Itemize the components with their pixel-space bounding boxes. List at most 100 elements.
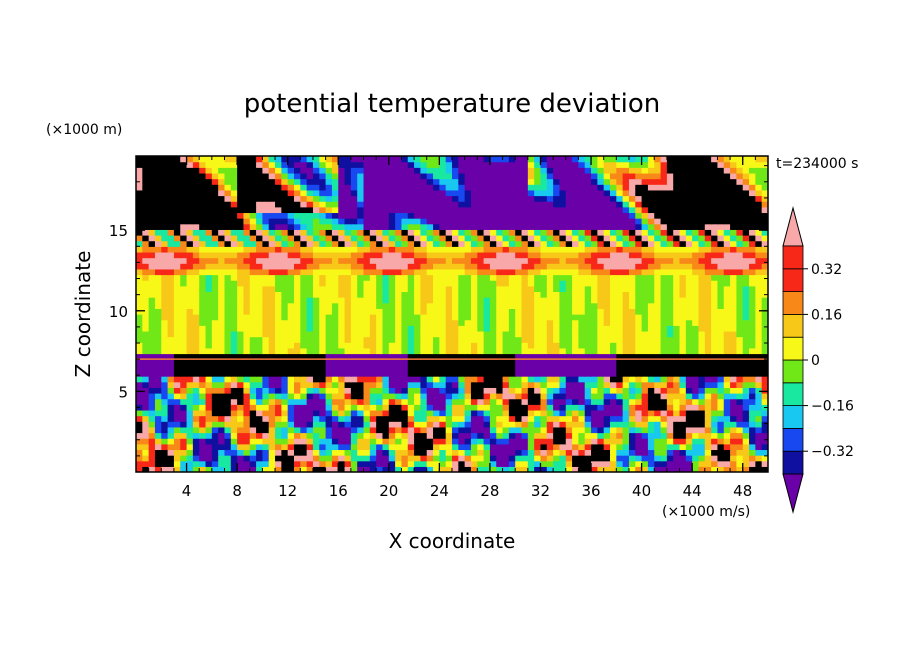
field-cell <box>312 336 320 343</box>
field-cell <box>294 251 301 259</box>
field-cell <box>685 246 693 253</box>
field-cell <box>306 449 314 456</box>
field-cell <box>180 432 188 439</box>
field-cell <box>205 460 213 467</box>
field-cell <box>249 460 257 467</box>
field-cell <box>136 302 143 309</box>
field-cell <box>154 240 162 247</box>
field-cell <box>338 449 346 456</box>
field-cell <box>660 409 668 417</box>
field-cell <box>180 449 188 456</box>
field-cell <box>148 398 156 405</box>
field-cell <box>344 404 352 411</box>
field-cell <box>515 206 523 214</box>
field-cell <box>452 455 459 462</box>
field-cell <box>287 347 295 355</box>
field-cell <box>237 212 245 219</box>
field-cell <box>281 223 289 230</box>
field-cell <box>622 212 630 219</box>
field-cell <box>755 426 763 434</box>
field-cell <box>591 201 598 208</box>
field-cell <box>148 359 156 366</box>
field-cell <box>603 201 611 208</box>
field-cell <box>458 455 466 462</box>
field-cell <box>243 218 251 225</box>
field-cell <box>218 223 226 230</box>
field-cell <box>660 308 668 315</box>
field-cell <box>294 280 301 287</box>
field-cell <box>730 376 737 383</box>
field-cell <box>540 235 548 242</box>
field-cell <box>433 212 440 219</box>
field-cell <box>312 426 320 434</box>
field-cell <box>761 229 768 236</box>
field-cell <box>679 291 687 298</box>
field-cell <box>628 404 636 411</box>
field-cell <box>420 393 428 400</box>
field-cell <box>660 381 668 388</box>
field-cell <box>161 257 169 264</box>
field-cell <box>496 438 504 445</box>
field-cell <box>711 455 719 462</box>
field-cell <box>603 325 611 332</box>
field-cell <box>616 235 624 242</box>
field-cell <box>268 330 276 338</box>
field-cell <box>553 404 561 411</box>
field-cell <box>439 251 447 259</box>
field-cell <box>319 421 327 428</box>
field-cell <box>382 449 390 456</box>
field-cell <box>211 302 219 309</box>
field-cell <box>199 189 207 197</box>
field-cell <box>224 212 232 219</box>
field-cell <box>515 223 523 230</box>
field-cell <box>534 370 542 377</box>
field-cell <box>496 393 504 400</box>
field-cell <box>603 359 611 366</box>
field-cell <box>237 229 245 236</box>
field-cell <box>534 443 542 451</box>
field-cell <box>161 359 169 366</box>
field-cell <box>666 393 674 400</box>
field-cell <box>616 330 624 338</box>
field-cell <box>331 280 339 287</box>
field-cell <box>527 246 535 253</box>
field-cell <box>622 257 630 264</box>
field-cell <box>565 189 573 197</box>
field-cell <box>192 314 200 321</box>
field-cell <box>534 297 542 304</box>
field-cell <box>344 438 352 445</box>
field-cell <box>186 370 194 377</box>
field-cell <box>755 229 763 236</box>
field-cell <box>350 297 358 304</box>
field-cell <box>452 426 459 434</box>
field-cell <box>205 302 213 309</box>
field-cell <box>180 460 188 467</box>
field-cell <box>395 297 403 304</box>
field-cell <box>243 280 251 287</box>
field-cell <box>256 268 263 276</box>
field-cell <box>192 330 200 338</box>
field-cell <box>218 438 226 445</box>
field-cell <box>433 353 440 360</box>
field-cell <box>565 347 573 355</box>
field-cell <box>565 381 573 388</box>
field-cell <box>679 393 687 400</box>
field-cell <box>452 415 459 422</box>
field-cell <box>736 240 744 247</box>
field-cell <box>685 314 693 321</box>
field-cell <box>300 263 308 270</box>
field-cell <box>281 297 289 304</box>
field-cell <box>281 409 289 417</box>
field-cell <box>186 404 194 411</box>
field-cell <box>148 291 156 298</box>
field-cell <box>325 449 333 456</box>
field-cell <box>395 280 403 287</box>
field-cell <box>679 387 687 394</box>
field-cell <box>521 381 529 388</box>
field-cell <box>154 280 162 287</box>
field-cell <box>186 359 194 366</box>
field-cell <box>755 455 763 462</box>
field-cell <box>610 449 617 456</box>
field-cell <box>180 229 188 236</box>
field-cell <box>685 359 693 366</box>
